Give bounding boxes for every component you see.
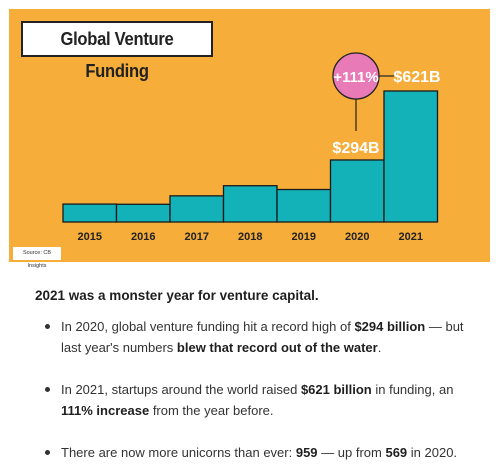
bullet-text: — but last year's numbers xyxy=(61,319,464,355)
bullet-text: There are now more unicorns than ever: xyxy=(61,445,296,460)
bar-chart: 2015 2016 2017 2018 2019 2020 2021 +111% $621B… xyxy=(62,52,441,243)
bullet-bold: 959 xyxy=(295,445,318,460)
x-tick-label: 2021 xyxy=(399,231,423,243)
bullet-bold: blew that record out of the water xyxy=(176,340,378,355)
growth-label: +111% xyxy=(333,69,378,86)
bullet-list: In 2020, global venture funding hit a re… xyxy=(35,316,475,463)
bullet-item: There are now more unicorns than ever: 9… xyxy=(35,442,475,463)
bullet-text: in 2020. xyxy=(407,445,458,460)
bullet-text: In 2020, global venture funding hit a re… xyxy=(61,319,355,334)
x-tick-label: 2015 xyxy=(78,231,102,243)
bullet-text: In 2021, startups around the world raise… xyxy=(61,382,301,397)
bullet-text: from the year before. xyxy=(149,403,274,418)
bar-2020 xyxy=(329,159,385,223)
value-label-2020: $294B xyxy=(332,140,379,157)
x-tick-label: 2016 xyxy=(131,231,155,243)
bar-2021 xyxy=(383,90,439,223)
bullet-bold: $621 billion xyxy=(300,382,372,397)
bullet-item: In 2021, startups around the world raise… xyxy=(35,379,475,421)
x-tick-label: 2019 xyxy=(292,231,316,243)
chart-source: Source: CB Insights xyxy=(13,247,61,269)
chart-title-box: Global Venture Funding xyxy=(21,21,213,81)
value-label-2021: $621B xyxy=(393,69,440,86)
bar-2016 xyxy=(115,203,171,223)
x-tick-label: 2020 xyxy=(345,231,369,243)
bar-2018 xyxy=(222,185,278,223)
bullet-dot-icon xyxy=(45,387,50,392)
bullet-dot-icon xyxy=(45,450,50,455)
bullet-dot-icon xyxy=(45,324,50,329)
bar-2015 xyxy=(62,203,118,223)
bullet-text: — up from xyxy=(317,445,386,460)
bullet-text: . xyxy=(377,340,382,355)
bullet-text: in funding, an xyxy=(371,382,454,397)
bullet-bold: $294 billion xyxy=(354,319,426,334)
bar-2019 xyxy=(276,188,332,223)
bar-2017 xyxy=(169,195,225,223)
article-headline: 2021 was a monster year for venture capi… xyxy=(35,288,319,303)
x-tick-label: 2018 xyxy=(238,231,262,243)
chart-title: Global Venture Funding xyxy=(60,29,174,81)
bullet-bold: 569 xyxy=(385,445,408,460)
x-tick-label: 2017 xyxy=(185,231,209,243)
bullet-item: In 2020, global venture funding hit a re… xyxy=(35,316,475,358)
bullet-bold: 111% increase xyxy=(61,403,150,418)
